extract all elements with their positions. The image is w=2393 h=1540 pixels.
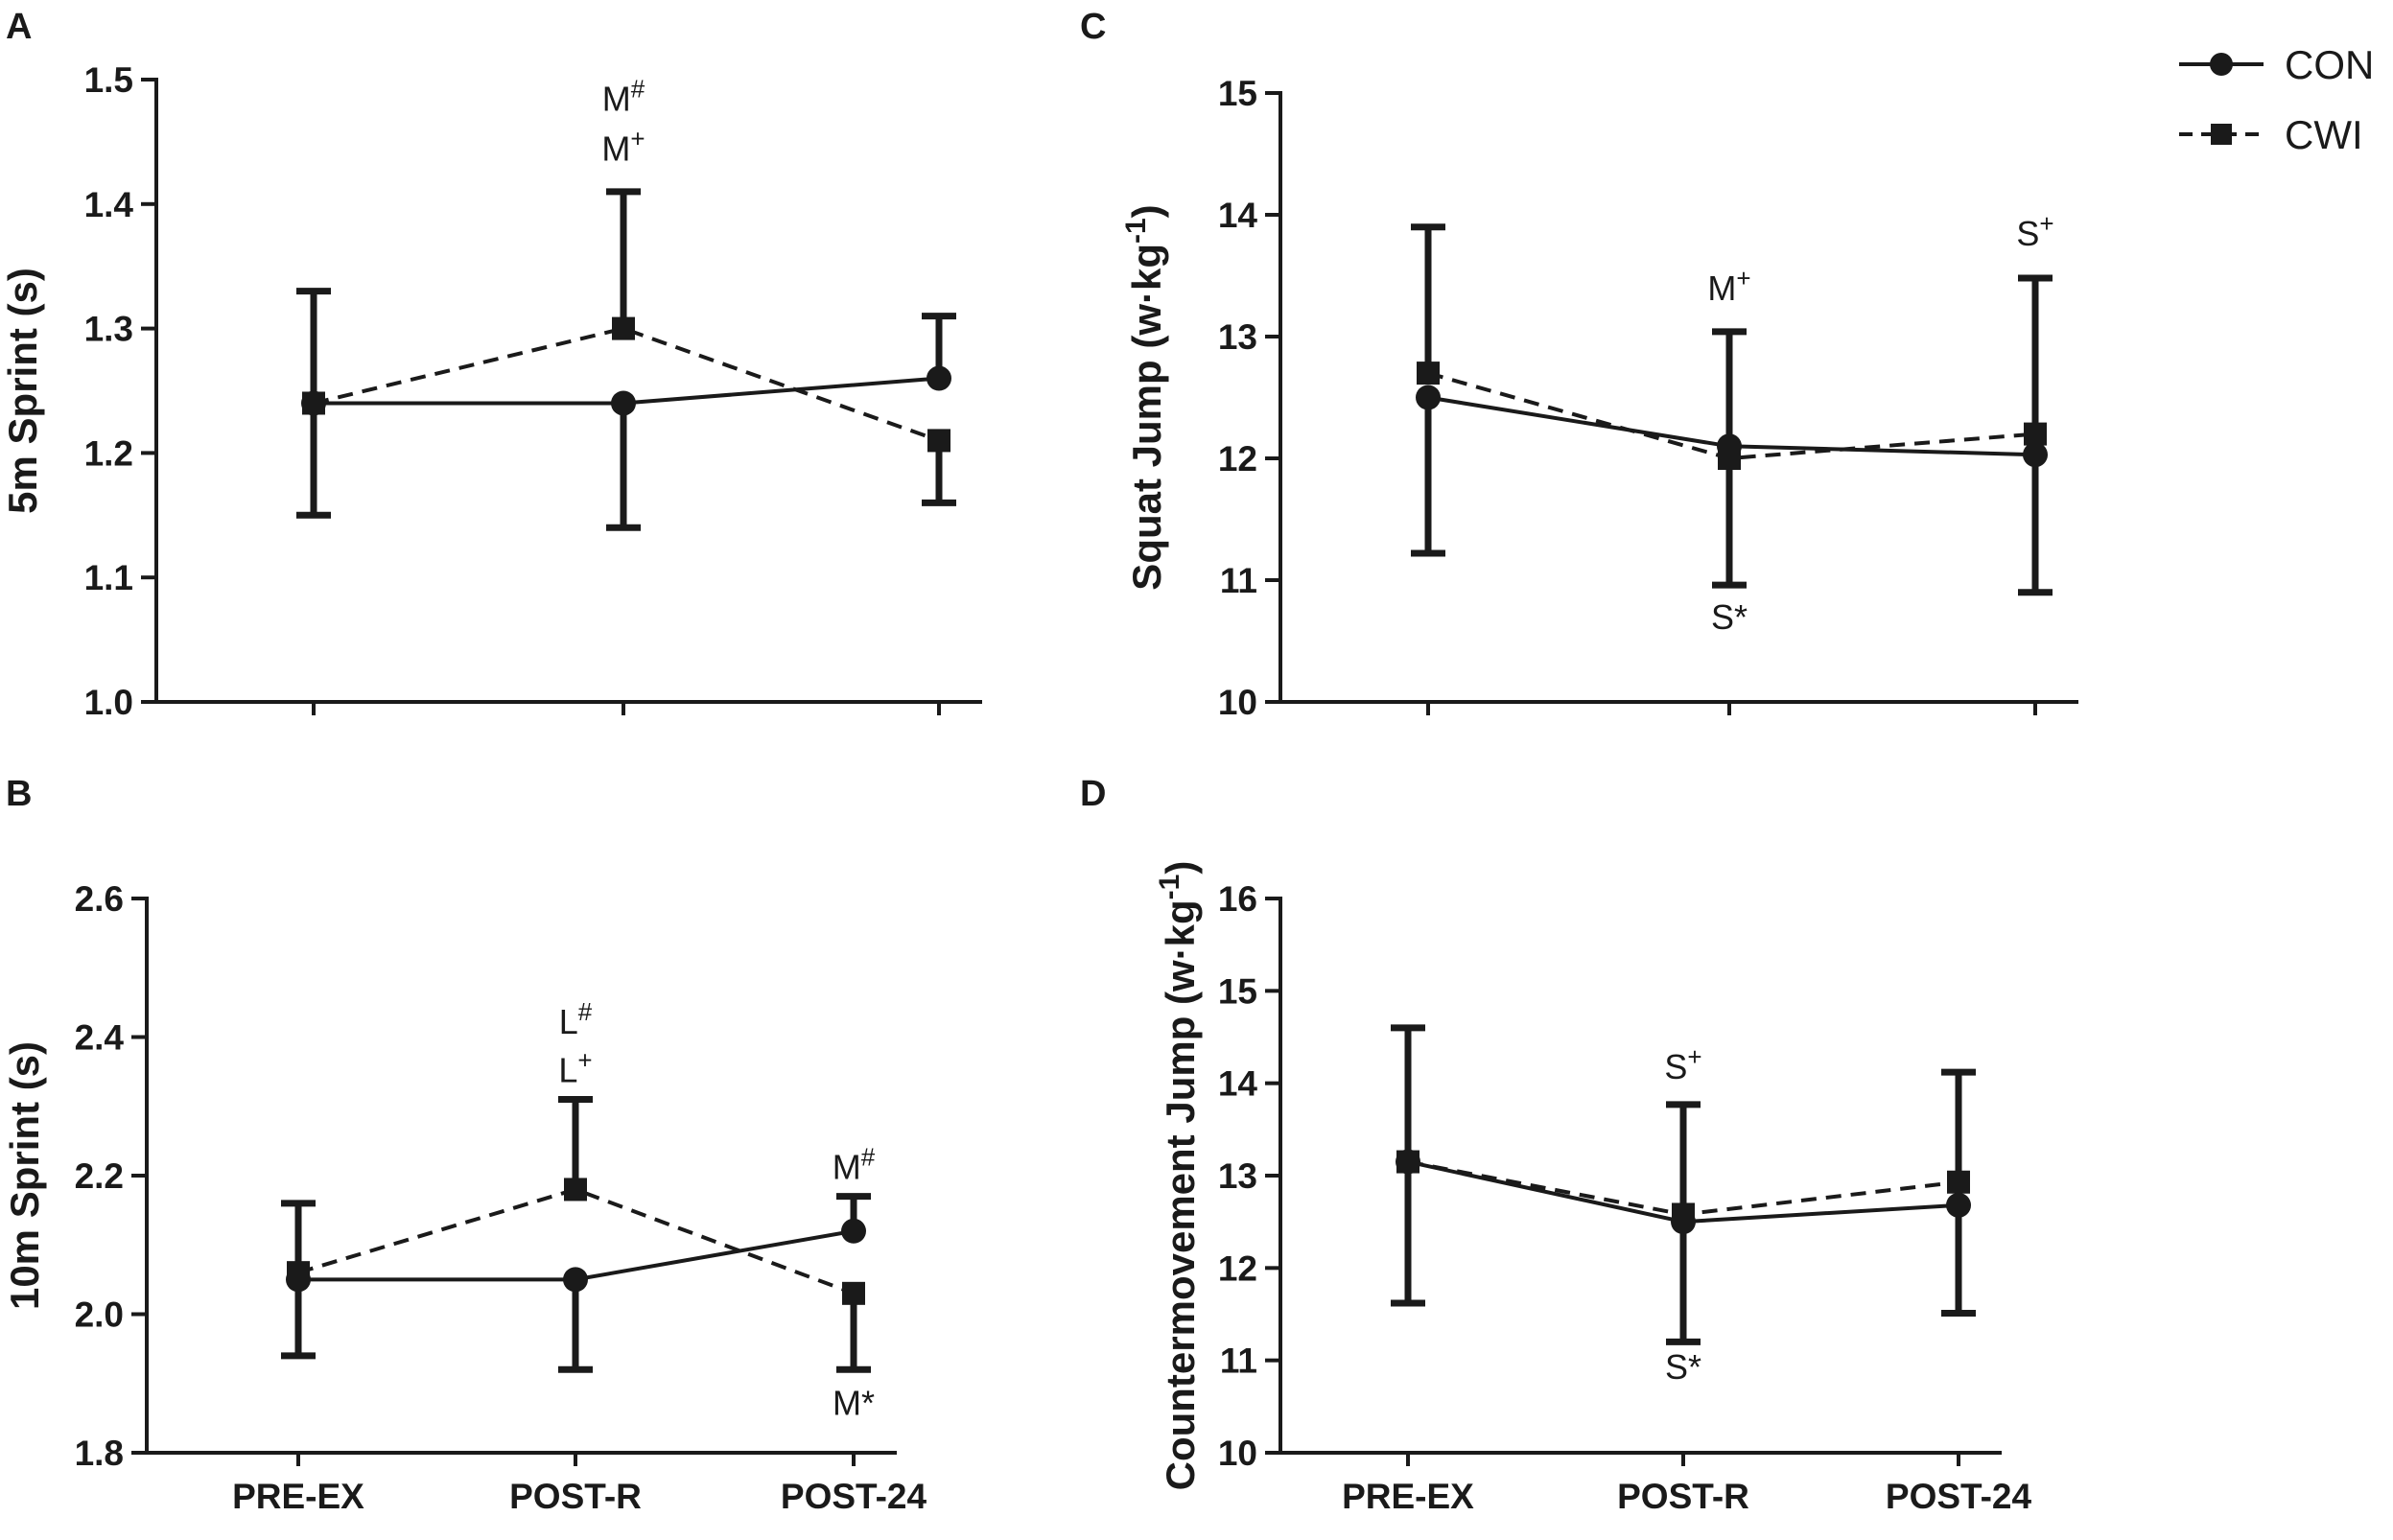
panel-a-cwi-line xyxy=(313,326,940,443)
panel-c: C 10 11 12 13 14 15 Squat Jump (w·kg-1) M+ S* S+ xyxy=(1080,7,2078,722)
panel-a-annotation: M# xyxy=(602,74,645,118)
panel-d-annotation: S* xyxy=(1665,1347,1701,1387)
panel-d-cwi-point xyxy=(1672,1202,1695,1226)
panel-d-y-tick-label: 10 xyxy=(1218,1434,1257,1473)
panel-a-annotation: M+ xyxy=(601,124,645,168)
panel-b-y-tick-label: 2.2 xyxy=(75,1156,124,1196)
panel-d-y-tick-label: 13 xyxy=(1218,1156,1257,1196)
panel-a-y-tick-label: 1.3 xyxy=(84,310,133,349)
panel-a-y-tick-label: 1.0 xyxy=(84,683,133,722)
panel-c-letter: C xyxy=(1080,7,1106,47)
panel-c-annotation: S* xyxy=(1711,597,1748,637)
panel-c-y-tick-label: 12 xyxy=(1218,439,1257,478)
panel-a-cwi-point xyxy=(612,316,635,340)
panel-c-y-tick-label: 10 xyxy=(1218,683,1257,722)
panel-d-cwi-point xyxy=(1947,1170,1970,1194)
panel-b-con-point xyxy=(563,1267,588,1293)
panel-b-y-axis-title: 10m Sprint (s) xyxy=(2,1041,47,1310)
panel-b-y-tick-label: 2.6 xyxy=(75,879,124,919)
panel-c-annotation: M+ xyxy=(1707,264,1750,308)
panel-b-y-tick-label: 1.8 xyxy=(75,1434,124,1473)
panel-b-x-tick-label-post-24: POST-24 xyxy=(781,1477,927,1516)
panel-d-y-tick-label: 14 xyxy=(1218,1064,1258,1104)
panel-c-y-tick-label: 11 xyxy=(1220,561,1257,600)
panel-d-y-axis-title: Countermovement Jump (w·kg-1) xyxy=(1154,861,1203,1491)
panels: A 1.0 1.1 1.2 1.3 1.4 1.5 5m Sprint (s) M# M+ B 1.8… xyxy=(0,7,2078,1516)
panel-c-y-tick-label: 15 xyxy=(1218,74,1257,113)
panel-a-con-point xyxy=(927,365,951,391)
panel-c-con-point xyxy=(1416,385,1441,410)
legend-label-cwi: CWI xyxy=(2285,112,2363,157)
legend-marker-con xyxy=(2210,53,2233,76)
panel-b-annotation: M# xyxy=(833,1143,876,1187)
panel-d-x-tick-label-post-24: POST-24 xyxy=(1886,1477,2032,1516)
panel-b-con-point xyxy=(841,1218,866,1244)
panel-b-cwi-point xyxy=(564,1178,587,1202)
panel-b-x-tick-label-pre-ex: PRE-EX xyxy=(232,1477,364,1516)
panel-c-cwi-point xyxy=(2024,422,2047,446)
panel-a: A 1.0 1.1 1.2 1.3 1.4 1.5 5m Sprint (s) M# M+ xyxy=(0,7,982,722)
panel-d: D 10 11 12 13 14 15 16 PRE-EX POST-R POST-24 Counte… xyxy=(1080,774,2032,1516)
panel-d-y-tick-label: 11 xyxy=(1220,1342,1257,1381)
panel-d-con-point xyxy=(1946,1192,1971,1218)
legend-marker-cwi xyxy=(2211,124,2232,145)
panel-d-y-tick-label: 16 xyxy=(1218,879,1257,919)
panel-a-y-tick-label: 1.1 xyxy=(84,558,133,597)
legend: CON CWI xyxy=(2179,42,2374,157)
panel-b-annotation: L# xyxy=(559,997,593,1041)
panel-a-y-tick-label: 1.5 xyxy=(84,60,133,100)
panel-d-x-tick-label-pre-ex: PRE-EX xyxy=(1342,1477,1474,1516)
panel-a-y-tick-label: 1.2 xyxy=(84,433,133,473)
panel-b-annotation: L+ xyxy=(558,1045,592,1089)
legend-label-con: CON xyxy=(2285,42,2374,87)
panel-a-y-tick-label: 1.4 xyxy=(84,185,134,224)
panel-a-con-point xyxy=(611,390,636,416)
panel-b-cwi-point xyxy=(842,1281,865,1305)
panel-c-y-tick-label: 13 xyxy=(1218,317,1257,357)
panel-c-annotation: S+ xyxy=(2016,209,2053,253)
panel-b: B 1.8 2.0 2.2 2.4 2.6 PRE-EX POST-R POST-24 10m S… xyxy=(2,774,927,1516)
panel-d-letter: D xyxy=(1080,774,1106,814)
panel-c-cwi-point xyxy=(1718,447,1741,470)
panel-a-y-axis-title: 5m Sprint (s) xyxy=(0,268,45,514)
panel-a-cwi-point xyxy=(927,429,950,453)
panel-d-cwi-point xyxy=(1396,1150,1419,1174)
panel-d-y-tick-label: 12 xyxy=(1218,1248,1257,1288)
panel-b-letter: B xyxy=(6,774,32,814)
panel-c-y-axis-title: Squat Jump (w·kg-1) xyxy=(1120,204,1169,590)
panel-b-cwi-point xyxy=(287,1261,310,1285)
panel-c-y-tick-label: 14 xyxy=(1218,196,1258,235)
panel-d-annotation: S+ xyxy=(1664,1042,1701,1086)
panel-d-x-tick-label-post-r: POST-R xyxy=(1617,1477,1749,1516)
panel-b-x-tick-label-post-r: POST-R xyxy=(509,1477,642,1516)
panel-b-y-tick-label: 2.4 xyxy=(75,1018,125,1058)
panel-d-y-tick-label: 15 xyxy=(1218,971,1257,1011)
panel-a-cwi-point xyxy=(302,391,325,415)
panel-c-cwi-point xyxy=(1417,362,1440,385)
panel-c-con-point xyxy=(2023,442,2048,468)
panel-a-letter: A xyxy=(6,7,32,47)
panel-b-y-tick-label: 2.0 xyxy=(75,1295,124,1335)
panel-b-annotation: M* xyxy=(833,1383,875,1422)
